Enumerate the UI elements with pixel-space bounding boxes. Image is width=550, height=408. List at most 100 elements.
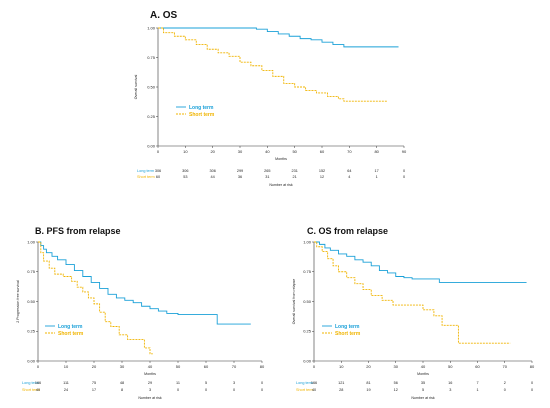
series-line-long-term — [314, 241, 527, 283]
risk-value: 44 — [211, 175, 215, 179]
x-tick-label: 50 — [448, 364, 453, 369]
x-tick-label: 10 — [183, 149, 188, 154]
x-tick-label: 10 — [64, 364, 69, 369]
x-tick-label: 20 — [366, 364, 371, 369]
risk-value: 48 — [120, 381, 124, 385]
risk-value: 19 — [366, 388, 370, 392]
risk-value: 12 — [394, 388, 398, 392]
risk-value: 11 — [176, 381, 180, 385]
chart-panel-2: B. PFS from relapse 0.00 0.25 0.50 0.75 1.00 0… — [16, 226, 265, 400]
risk-row-label: Short term — [22, 388, 40, 392]
series-line-short-term — [314, 241, 511, 344]
risk-value: 17 — [375, 169, 379, 173]
risk-value: 0 — [261, 381, 263, 385]
risk-value: 24 — [64, 388, 68, 392]
risk-value: 4 — [348, 175, 350, 179]
x-tick-label: 10 — [339, 364, 344, 369]
y-tick-label: 1.00 — [147, 25, 156, 30]
risk-value: 0 — [531, 388, 533, 392]
risk-value: 0 — [261, 388, 263, 392]
risk-row-label: Short term — [137, 175, 155, 179]
x-tick-label: 60 — [204, 364, 209, 369]
y-tick-label: 1.00 — [27, 239, 36, 244]
risk-value: 121 — [338, 381, 344, 385]
risk-value: 64 — [347, 169, 351, 173]
risk-value: 7 — [476, 381, 478, 385]
x-tick-label: 60 — [320, 149, 325, 154]
risk-value: 0 — [233, 388, 235, 392]
x-tick-label: 70 — [503, 364, 508, 369]
risk-value: 1 — [476, 388, 478, 392]
risk-row-label: Long term — [296, 381, 313, 385]
risk-value: 28 — [339, 388, 343, 392]
risk-value: 306 — [182, 169, 188, 173]
risk-row-label: Long term — [137, 169, 154, 173]
risk-value: 56 — [394, 381, 398, 385]
risk-value: 5 — [422, 388, 424, 392]
risk-value: 0 — [403, 175, 405, 179]
y-tick-label: 0.50 — [27, 299, 36, 304]
series-line-long-term — [158, 27, 399, 48]
y-tick-label: 0.00 — [27, 358, 36, 363]
x-tick-label: 80 — [374, 149, 379, 154]
x-tick-label: 80 — [260, 364, 265, 369]
x-tick-label: 40 — [148, 364, 153, 369]
risk-value: 111 — [63, 381, 69, 385]
x-tick-label: 30 — [394, 364, 399, 369]
legend-label: Long term — [189, 105, 214, 111]
risk-table-label: Number at risk — [269, 183, 293, 187]
risk-value: 53 — [183, 175, 187, 179]
x-axis-label: Months — [275, 157, 287, 161]
y-tick-label: 0.00 — [147, 143, 156, 148]
risk-value: 265 — [264, 169, 270, 173]
legend-label: Short term — [335, 331, 361, 337]
x-tick-label: 50 — [176, 364, 181, 369]
risk-value: 8 — [121, 388, 123, 392]
legend-label: Short term — [189, 112, 215, 118]
risk-value: 36 — [238, 175, 242, 179]
x-tick-label: 0 — [313, 364, 316, 369]
legend-label: Long term — [58, 324, 83, 330]
risk-value: 231 — [291, 169, 297, 173]
y-tick-label: 0.25 — [147, 114, 156, 119]
risk-table-label: Number at risk — [138, 396, 162, 400]
risk-value: 166 — [35, 381, 41, 385]
x-tick-label: 80 — [530, 364, 535, 369]
x-tick-label: 70 — [347, 149, 352, 154]
risk-value: 299 — [237, 169, 243, 173]
y-tick-label: 0.75 — [147, 55, 156, 60]
x-tick-label: 50 — [292, 149, 297, 154]
risk-value: 5 — [205, 381, 207, 385]
risk-value: 17 — [92, 388, 96, 392]
y-tick-label: 0.75 — [303, 269, 312, 274]
risk-value: 81 — [366, 381, 370, 385]
risk-value: 0 — [504, 388, 506, 392]
chart-title: A. OS — [150, 10, 178, 21]
risk-value: 0 — [531, 381, 533, 385]
series-line-long-term — [38, 241, 251, 325]
chart-panel-3: C. OS from relapse 0.00 0.25 0.50 0.75 1.00 0 1… — [292, 226, 535, 400]
risk-row-label: Short term — [296, 388, 314, 392]
y-axis-label: Overall survival from relapse — [292, 279, 296, 325]
y-tick-label: 0.00 — [303, 358, 312, 363]
risk-value: 60 — [156, 175, 160, 179]
y-axis-label: 2 Progression free survival — [16, 280, 20, 323]
x-tick-label: 40 — [421, 364, 426, 369]
risk-value: 306 — [155, 169, 161, 173]
x-tick-label: 60 — [475, 364, 480, 369]
x-axis-label: Months — [144, 372, 156, 376]
risk-value: 21 — [293, 175, 297, 179]
risk-value: 3 — [149, 388, 151, 392]
y-tick-label: 0.75 — [27, 269, 36, 274]
risk-value: 75 — [92, 381, 96, 385]
risk-value: 2 — [504, 381, 506, 385]
x-tick-label: 20 — [92, 364, 97, 369]
chart-title: C. OS from relapse — [307, 226, 388, 236]
x-tick-label: 40 — [265, 149, 270, 154]
risk-row-label: Long term — [22, 381, 39, 385]
risk-value: 40 — [36, 388, 40, 392]
y-tick-label: 0.25 — [303, 329, 312, 334]
risk-value: 3 — [449, 388, 451, 392]
x-tick-label: 20 — [210, 149, 215, 154]
